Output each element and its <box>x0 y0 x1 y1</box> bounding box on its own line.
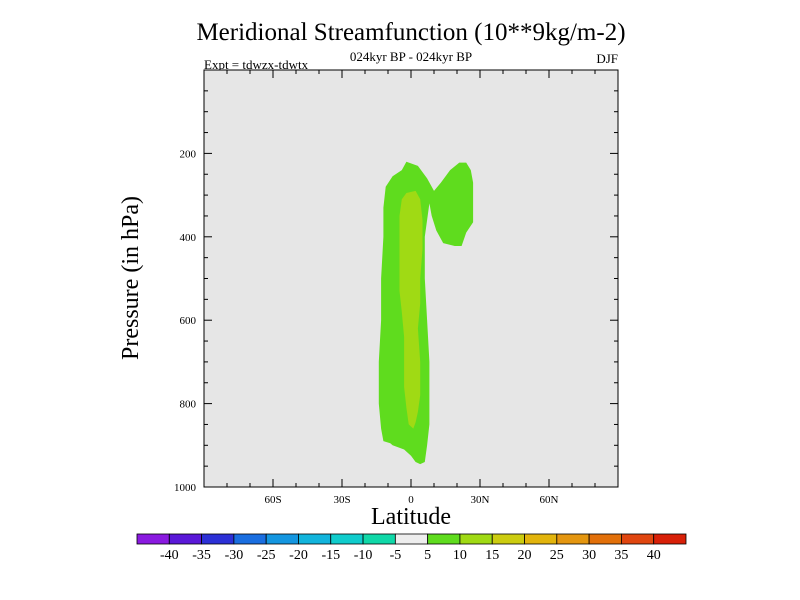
colorbar-label: -30 <box>225 548 244 563</box>
colorbar-label: 5 <box>424 548 431 563</box>
contour-layer <box>378 161 474 465</box>
colorbar-swatch <box>653 533 687 545</box>
colorbar-swatch <box>427 533 461 545</box>
x-tick-label: 0 <box>408 494 414 506</box>
colorbar-swatch <box>330 533 364 545</box>
major-ticks <box>204 70 618 488</box>
colorbar-label: 25 <box>550 548 564 563</box>
colorbar-label: 30 <box>582 548 596 563</box>
colorbar-label: -5 <box>390 548 402 563</box>
colorbar-label: -40 <box>160 548 179 563</box>
chart-subtitle-center: 024kyr BP - 024kyr BP <box>350 49 472 64</box>
chart-subtitle-right: DJF <box>596 51 618 66</box>
colorbar-label: 20 <box>518 548 532 563</box>
colorbar-swatch <box>621 533 655 545</box>
colorbar-swatch <box>168 533 202 545</box>
colorbar-label: -20 <box>289 548 308 563</box>
x-tick-label: 30N <box>471 494 490 506</box>
colorbar-swatch <box>524 533 558 545</box>
colorbar-label: 10 <box>453 548 467 563</box>
colorbar-label: -15 <box>321 548 340 563</box>
x-tick-label: 60N <box>540 494 559 506</box>
colorbar <box>136 533 687 545</box>
colorbar-label: -10 <box>354 548 373 563</box>
x-axis-label: Latitude <box>371 504 451 530</box>
colorbar-swatch <box>298 533 332 545</box>
colorbar-swatch <box>201 533 235 545</box>
y-axis-label: Pressure (in hPa) <box>118 196 144 360</box>
chart-title: Meridional Streamfunction (10**9kg/m-2) <box>196 19 625 46</box>
plot-frame <box>203 69 619 488</box>
colorbar-swatch <box>265 533 299 545</box>
colorbar-label: 15 <box>485 548 499 563</box>
colorbar-swatch <box>233 533 267 545</box>
colorbar-swatch <box>362 533 396 545</box>
colorbar-label: 40 <box>647 548 661 563</box>
y-tick-label: 400 <box>180 232 197 244</box>
y-tick-label: 200 <box>180 148 197 160</box>
x-tick-label: 30S <box>333 494 350 506</box>
minor-ticks <box>204 70 618 487</box>
colorbar-label: -25 <box>257 548 276 563</box>
y-tick-label: 800 <box>180 399 197 411</box>
contour-region-2 <box>399 190 423 429</box>
colorbar-swatch <box>588 533 622 545</box>
y-tick-labels: 200 400 600 800 1000 <box>174 148 197 494</box>
y-tick-label: 600 <box>180 315 197 327</box>
colorbar-swatch <box>136 533 170 545</box>
colorbar-swatch <box>491 533 525 545</box>
colorbar-labels: -40 -35 -30 -25 -20 -15 -10 -5 5 10 15 20 25 30 35 40 <box>160 548 661 563</box>
chart-subtitle-left: Expt = tdwzx-tdwtx <box>204 57 309 72</box>
colorbar-label: -35 <box>192 548 211 563</box>
y-tick-label: 1000 <box>174 482 197 494</box>
colorbar-label: 35 <box>614 548 628 563</box>
colorbar-swatch <box>394 533 429 545</box>
x-tick-labels: 60S 30S 0 30N 60N <box>264 494 558 506</box>
colorbar-swatch <box>459 533 493 545</box>
colorbar-swatch <box>556 533 590 545</box>
x-tick-label: 60S <box>264 494 281 506</box>
